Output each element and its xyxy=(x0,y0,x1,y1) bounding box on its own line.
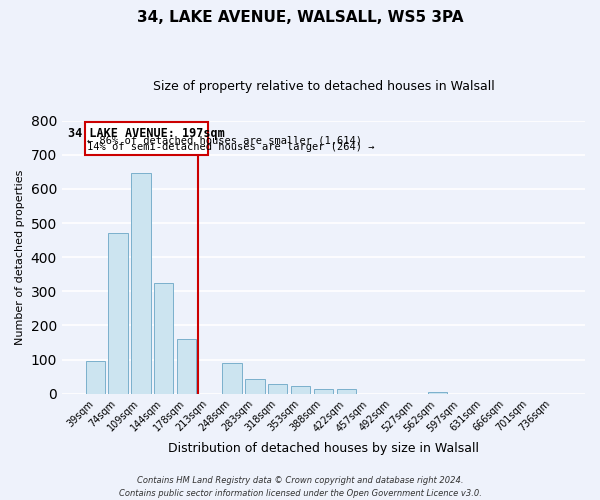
Bar xyxy=(314,388,333,394)
Bar xyxy=(291,386,310,394)
Y-axis label: Number of detached properties: Number of detached properties xyxy=(15,170,25,345)
Text: 34, LAKE AVENUE, WALSALL, WS5 3PA: 34, LAKE AVENUE, WALSALL, WS5 3PA xyxy=(137,10,463,25)
Text: 34 LAKE AVENUE: 197sqm: 34 LAKE AVENUE: 197sqm xyxy=(68,127,225,140)
Bar xyxy=(337,389,356,394)
Text: Contains HM Land Registry data © Crown copyright and database right 2024.
Contai: Contains HM Land Registry data © Crown c… xyxy=(119,476,481,498)
Bar xyxy=(177,339,196,394)
Bar xyxy=(131,174,151,394)
FancyBboxPatch shape xyxy=(85,122,208,154)
Bar xyxy=(109,234,128,394)
Bar xyxy=(268,384,287,394)
Bar xyxy=(428,392,447,394)
Bar xyxy=(223,363,242,394)
X-axis label: Distribution of detached houses by size in Walsall: Distribution of detached houses by size … xyxy=(168,442,479,455)
Bar xyxy=(154,283,173,394)
Text: 14% of semi-detached houses are larger (264) →: 14% of semi-detached houses are larger (… xyxy=(87,142,375,152)
Bar xyxy=(245,380,265,394)
Bar xyxy=(86,362,105,394)
Title: Size of property relative to detached houses in Walsall: Size of property relative to detached ho… xyxy=(152,80,494,93)
Text: ← 86% of detached houses are smaller (1,614): ← 86% of detached houses are smaller (1,… xyxy=(87,135,362,145)
